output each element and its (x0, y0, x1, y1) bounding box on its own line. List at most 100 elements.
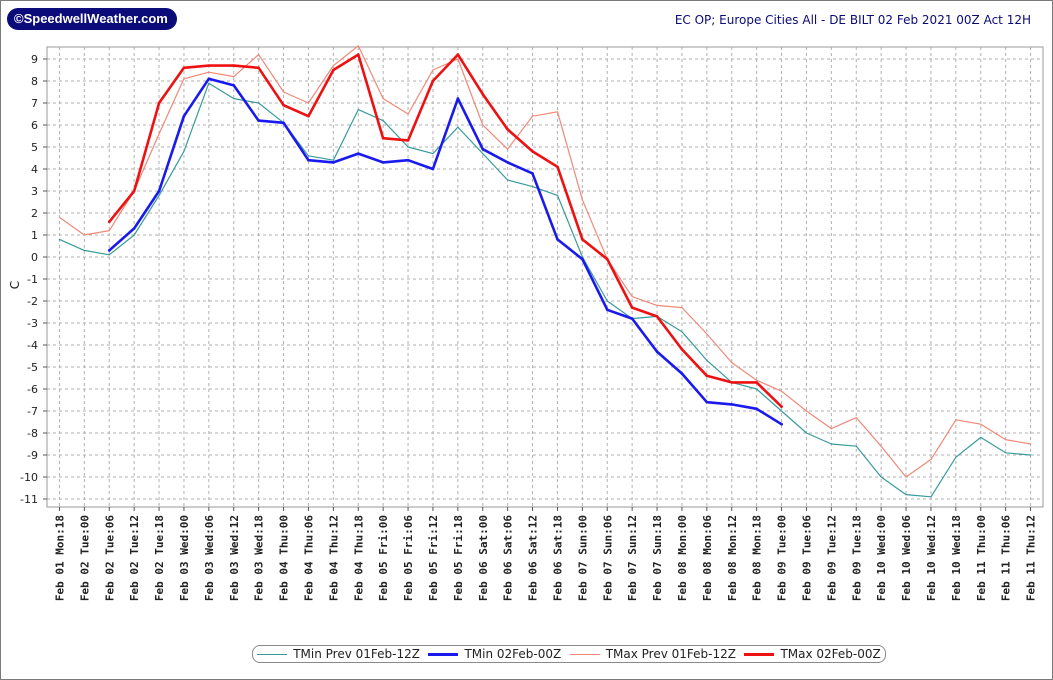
x-tick-label: Feb 06 Sat:12 (527, 515, 540, 601)
data-point (132, 189, 136, 193)
x-tick-label: Feb 01 Mon:18 (53, 515, 66, 601)
speedwell-logo: ©SpeedwellWeather.com (7, 8, 177, 30)
data-point (955, 419, 957, 421)
x-tick-label: Feb 10 Wed:06 (900, 515, 913, 601)
y-tick-label: -5 (27, 361, 38, 374)
series-line-2 (58, 45, 1032, 478)
legend-swatch (428, 652, 459, 656)
data-point (457, 58, 459, 60)
x-tick-label: Feb 10 Wed:18 (950, 515, 963, 601)
data-point (233, 98, 235, 100)
data-point (731, 362, 733, 364)
data-point (531, 150, 534, 153)
data-point (356, 53, 360, 56)
y-tick-label: -6 (27, 383, 38, 396)
data-point (232, 84, 236, 87)
series-line-3 (108, 53, 783, 408)
data-point (780, 422, 783, 426)
y-axis: 9 8 7 6 5 4 3 2 1 0 -1 -2 -3 -4 -5 -6 -7 -8 -9 -10 -11 C (8, 53, 47, 506)
data-point (706, 333, 708, 335)
legend-label: TMin 02Feb-00Z (464, 647, 562, 661)
data-point (705, 374, 709, 378)
series-line-1 (108, 77, 783, 426)
legend-swatch (744, 652, 775, 656)
x-tick-label: Feb 02 Tue:06 (103, 515, 116, 601)
legend-label: TMax 02Feb-00Z (780, 647, 881, 661)
x-tick-label: Feb 10 Wed:00 (875, 515, 888, 601)
data-point (507, 148, 509, 150)
y-tick-label: -7 (27, 405, 38, 418)
x-tick-label: Feb 04 Thu:00 (278, 515, 291, 601)
y-tick-label: 0 (31, 251, 38, 264)
data-point (382, 120, 384, 122)
data-point (705, 400, 709, 404)
y-tick-label: 6 (31, 119, 38, 132)
legend-swatch (569, 653, 600, 655)
data-point (208, 71, 210, 73)
plot-area (46, 46, 1044, 508)
data-point (307, 155, 310, 157)
data-point (257, 119, 260, 122)
data-point (680, 372, 684, 375)
y-tick-label: -11 (20, 493, 38, 506)
data-point (780, 405, 783, 408)
data-point (258, 54, 260, 56)
x-tick-label: Feb 06 Sat:06 (502, 515, 515, 601)
data-point (630, 317, 634, 320)
data-point (531, 172, 534, 175)
data-point (531, 186, 534, 188)
y-tick-label: 3 (31, 185, 38, 198)
data-point (930, 458, 932, 460)
data-point (307, 102, 310, 104)
data-point (282, 91, 285, 93)
data-point (681, 331, 683, 333)
data-point (132, 227, 136, 230)
data-point (780, 410, 783, 412)
y-axis-label: C (8, 281, 22, 289)
data-point (381, 161, 385, 164)
data-point (730, 381, 734, 384)
data-point (182, 66, 186, 70)
data-point (407, 113, 409, 115)
x-tick-label: Feb 08 Mon:18 (751, 515, 764, 601)
data-point (83, 234, 85, 236)
x-tick-label: Feb 02 Tue:00 (78, 515, 91, 601)
x-tick-label: Feb 02 Tue:18 (153, 515, 166, 601)
data-point (233, 76, 235, 78)
data-point (780, 390, 783, 392)
data-point (332, 68, 335, 72)
data-point (332, 65, 334, 67)
data-point (880, 476, 882, 478)
data-point (681, 307, 683, 309)
data-point (183, 150, 185, 152)
data-point (1029, 443, 1032, 445)
x-tick-label: Feb 07 Sun:06 (601, 515, 614, 601)
y-tick-label: -1 (27, 273, 38, 286)
data-point (581, 257, 584, 261)
data-point (182, 114, 186, 118)
x-tick-label: Feb 07 Sun:00 (576, 515, 589, 601)
legend-item: TMin Prev 01Feb-12Z (257, 647, 420, 661)
data-point (108, 230, 110, 232)
x-tick-label: Feb 06 Sat:18 (551, 515, 564, 601)
x-tick-label: Feb 05 Fri:00 (377, 515, 390, 601)
x-tick-label: Feb 03 Wed:18 (253, 515, 266, 601)
data-point (482, 153, 484, 155)
data-point (1005, 452, 1007, 454)
data-point (406, 139, 410, 142)
data-point (382, 98, 384, 100)
data-point (357, 109, 359, 111)
chart-grid (46, 46, 1044, 508)
x-tick-label: Feb 11 Thu:00 (975, 515, 988, 601)
legend-label: TMin Prev 01Feb-12Z (293, 647, 420, 661)
data-point (183, 78, 185, 80)
data-point (855, 445, 857, 447)
data-point (232, 64, 236, 67)
data-point (630, 306, 634, 309)
x-tick-label: Feb 07 Sun:18 (651, 515, 664, 601)
data-point (756, 379, 758, 381)
data-point (905, 494, 907, 496)
data-point (656, 304, 658, 306)
data-point (108, 254, 110, 256)
